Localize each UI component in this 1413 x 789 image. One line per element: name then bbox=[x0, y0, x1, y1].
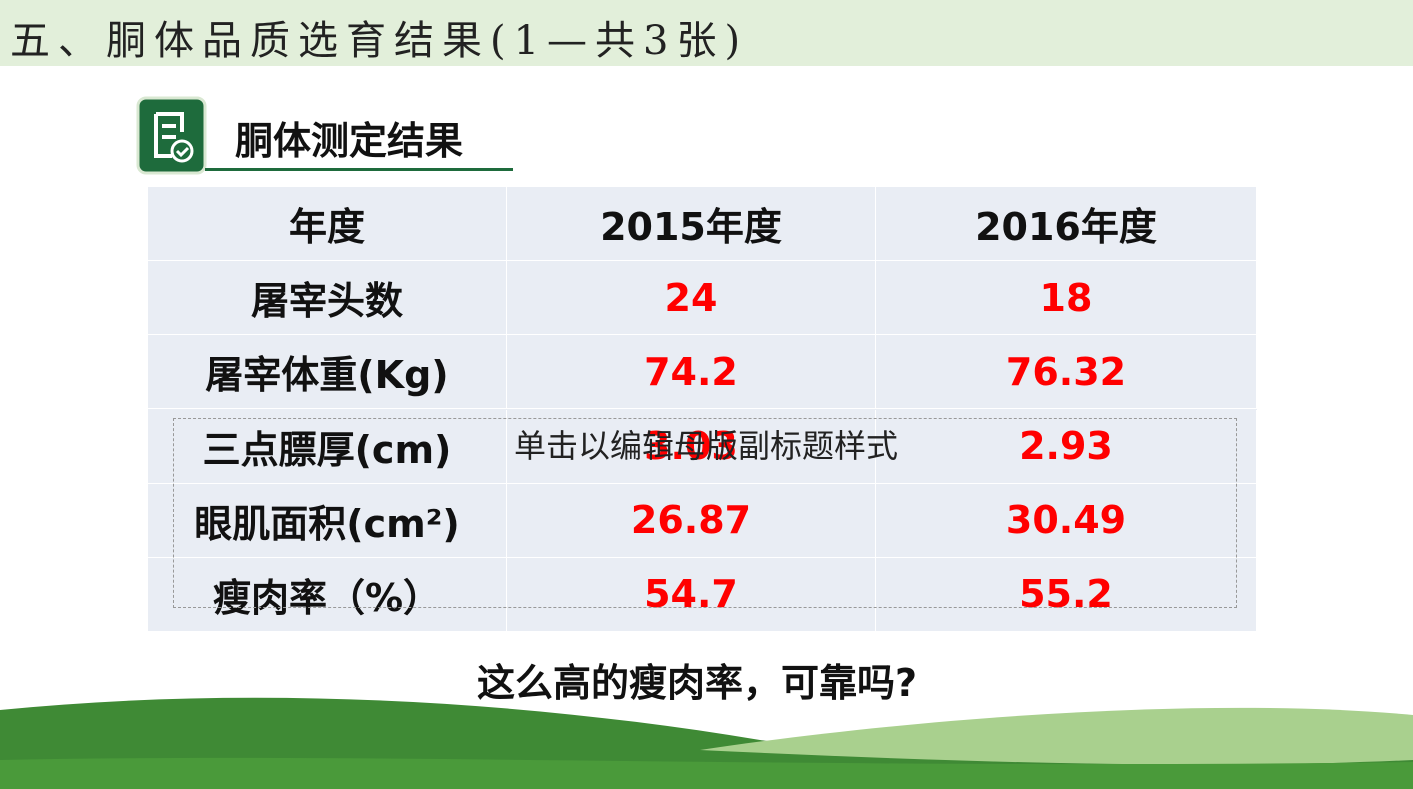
table-value: 24 bbox=[507, 261, 876, 336]
subtitle-placeholder: 单击以编辑母版副标题样式 bbox=[173, 418, 1237, 608]
table-value: 55.2 bbox=[876, 557, 1257, 632]
row-label: 眼肌面积(cm²) bbox=[148, 483, 507, 558]
table-header-cell: 年度 bbox=[148, 187, 507, 262]
table-value: 3.03 bbox=[507, 409, 876, 484]
section-title: 胴体测定结果 bbox=[235, 119, 464, 163]
row-label: 三点膘厚(cm) bbox=[148, 409, 507, 484]
row-label: 屠宰体重(Kg) bbox=[148, 335, 507, 410]
table-value: 2.93 bbox=[876, 409, 1257, 484]
table-header-cell: 2015年度 bbox=[507, 187, 876, 262]
header-band: 五、胴体品质选育结果(1—共3张) bbox=[0, 0, 1413, 66]
placeholder-text: 单击以编辑母版副标题样式 bbox=[513, 427, 898, 465]
table-value: 76.32 bbox=[876, 335, 1257, 410]
table-header-cell: 2016年度 bbox=[876, 187, 1257, 262]
table-value: 54.7 bbox=[507, 557, 876, 632]
row-label: 瘦肉率（%） bbox=[148, 557, 507, 632]
title-underline bbox=[205, 168, 513, 171]
section-icon bbox=[136, 96, 207, 175]
decorative-waves bbox=[0, 697, 1413, 789]
table-value: 74.2 bbox=[507, 335, 876, 410]
row-label: 屠宰头数 bbox=[148, 261, 507, 336]
table-value: 18 bbox=[876, 261, 1257, 336]
question-text: 这么高的瘦肉率，可靠吗? bbox=[476, 661, 918, 705]
data-table: 年度 2015年度 2016年度屠宰头数 24 18 屠宰体重(Kg) 74.2 76.32 三… bbox=[148, 187, 1257, 632]
header-title: 五、胴体品质选育结果(1—共3张) bbox=[10, 18, 749, 64]
table-value: 30.49 bbox=[876, 483, 1257, 558]
table-value: 26.87 bbox=[507, 483, 876, 558]
